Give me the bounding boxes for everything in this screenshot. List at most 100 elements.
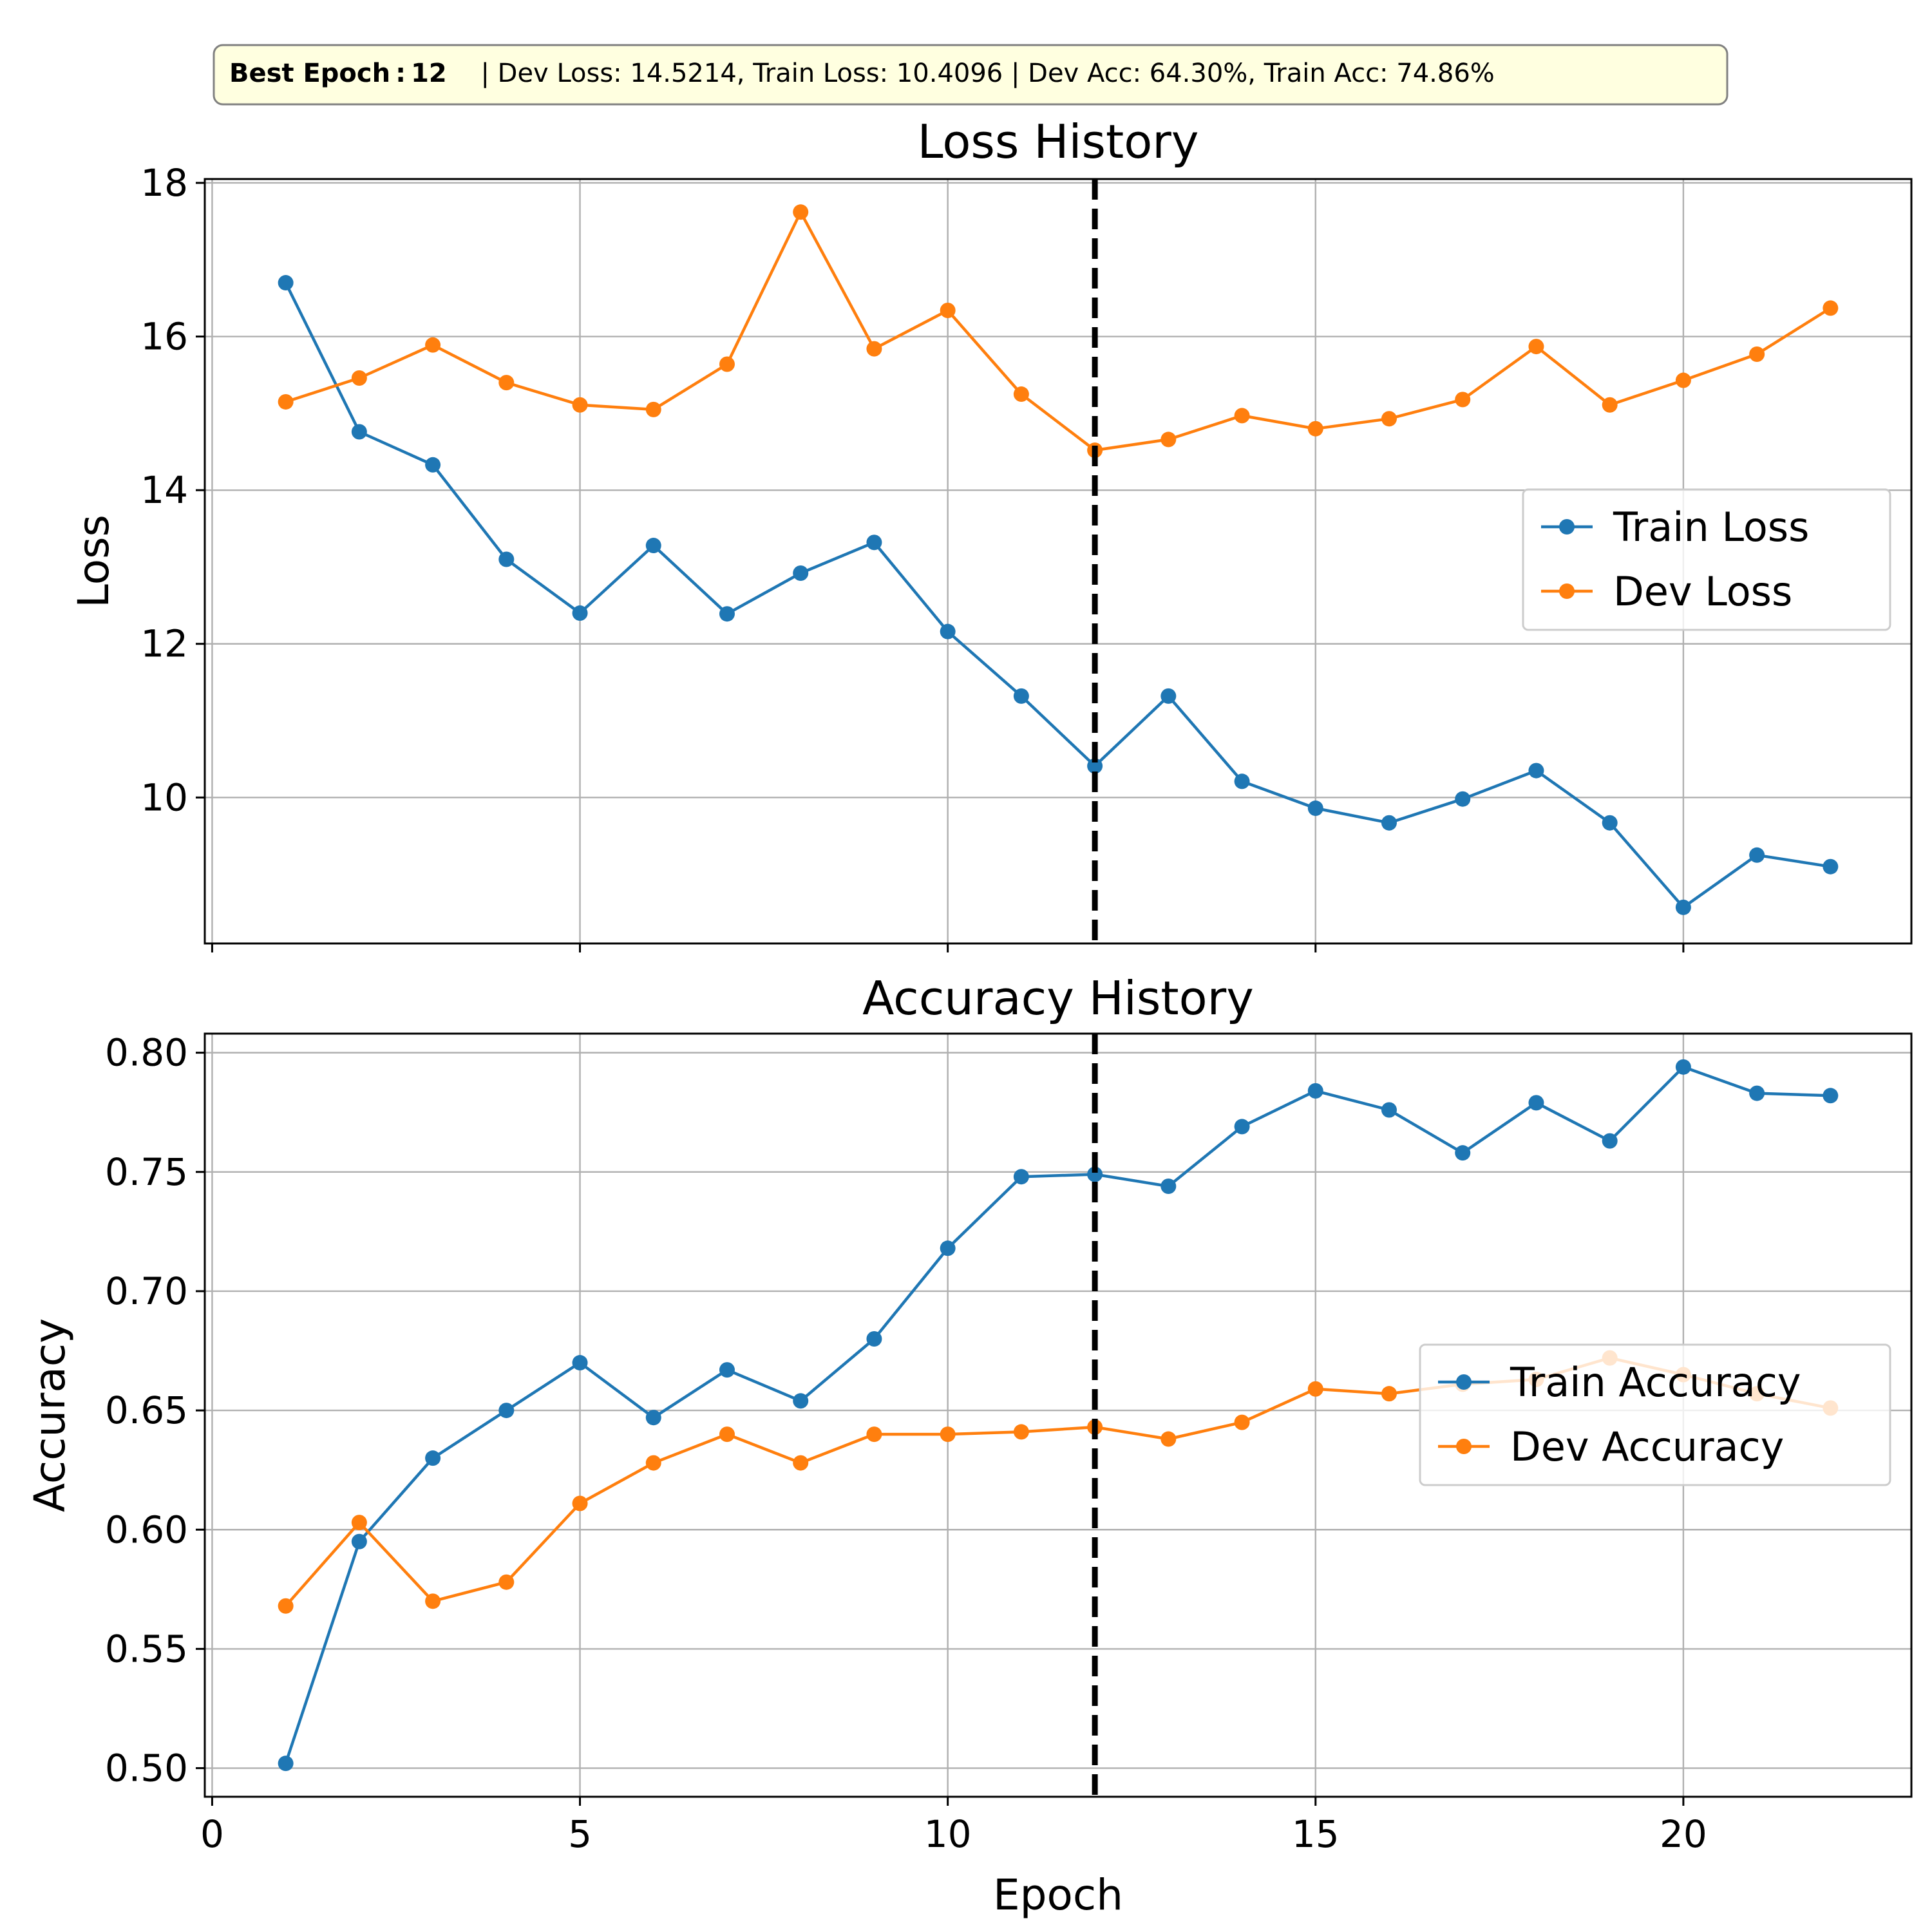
data-point [1234, 1414, 1250, 1430]
data-point [1087, 1166, 1103, 1182]
y-tick-label: 14 [140, 468, 188, 512]
data-point [1602, 1133, 1618, 1149]
y-tick-label: 12 [140, 622, 188, 666]
data-point [1602, 397, 1618, 413]
x-tick-label: 0 [200, 1812, 224, 1856]
x-tick-label: 5 [568, 1812, 592, 1856]
data-point [1381, 1102, 1397, 1118]
data-point [1528, 339, 1544, 355]
data-point [1823, 300, 1839, 316]
data-point [1307, 800, 1323, 817]
data-point [1602, 815, 1618, 831]
x-tick-label: 15 [1292, 1812, 1340, 1856]
data-point [645, 538, 661, 554]
axes-frame [204, 1032, 1913, 1798]
data-point [278, 1598, 294, 1614]
series-line [285, 211, 1832, 452]
loss-history-panel: Loss History 10 12 14 16 18 Loss Train Loss Dev … [69, 115, 1913, 952]
data-point [572, 605, 588, 621]
data-point [1160, 1431, 1177, 1447]
data-point [498, 1574, 515, 1590]
axes-frame [204, 178, 1913, 945]
legend-frame [1522, 488, 1891, 631]
data-point [1675, 899, 1691, 915]
accuracy-history-panel: Accuracy History 0 5 10 15 20 0.50 0.55 0.60 0.65… [25, 971, 1913, 1920]
legend-label: Train Loss [1613, 504, 1809, 551]
legend: Train Accuracy Dev Accuracy [1419, 1343, 1891, 1486]
data-point [278, 1756, 294, 1772]
data-point [278, 275, 294, 291]
data-point [1013, 1424, 1029, 1440]
data-point [1823, 858, 1839, 875]
y-tick-label: 0.55 [105, 1627, 188, 1671]
legend-frame [1419, 1343, 1891, 1486]
best-epoch-banner: Best Epoch : 12 | Dev Loss: 14.5214, Tra… [213, 44, 1728, 106]
legend-swatch-marker [1559, 519, 1575, 535]
data-point [940, 1240, 956, 1256]
data-point [1455, 392, 1471, 408]
data-point [425, 1450, 441, 1466]
chart-title: Loss History [918, 115, 1199, 169]
legend-item-train-accuracy: Train Accuracy [1438, 1359, 1801, 1406]
y-tick-label: 0.50 [105, 1747, 188, 1790]
data-point [1013, 386, 1029, 402]
series-train-accuracy [278, 1059, 1839, 1772]
data-point [719, 1362, 735, 1378]
data-point [425, 1593, 441, 1609]
data-point [1234, 408, 1250, 424]
data-point [1381, 815, 1397, 831]
data-point [1160, 431, 1177, 448]
data-point [719, 606, 735, 622]
data-point [1675, 1059, 1691, 1075]
data-point [351, 370, 367, 386]
data-point [719, 1426, 735, 1443]
y-tick-label: 0.80 [105, 1031, 188, 1075]
data-point [719, 356, 735, 372]
data-point [1528, 1095, 1544, 1111]
best-epoch-metrics: | Dev Loss: 14.5214, Train Loss: 10.4096… [480, 59, 1494, 88]
y-axis-label: Accuracy [25, 1318, 75, 1512]
y-tick-label: 0.65 [105, 1388, 188, 1432]
y-tick-label: 0.75 [105, 1150, 188, 1194]
data-point [1675, 372, 1691, 388]
series-train-loss [278, 275, 1839, 915]
y-tick-label: 18 [140, 161, 188, 205]
data-point [1823, 1088, 1839, 1104]
series-dev-loss [278, 204, 1839, 459]
data-point [866, 1426, 882, 1443]
data-point [793, 204, 809, 220]
data-point [1307, 1083, 1323, 1099]
data-point [1749, 847, 1765, 863]
legend-swatch-marker [1559, 583, 1575, 599]
data-point [1455, 1145, 1471, 1161]
legend-swatch-marker [1456, 1374, 1472, 1390]
series-line [284, 282, 1831, 909]
data-point [425, 457, 441, 473]
data-point [866, 535, 882, 551]
y-tick-label: 0.70 [105, 1269, 188, 1313]
data-point [1749, 1085, 1765, 1101]
data-point [351, 424, 367, 440]
data-point [1160, 1179, 1177, 1194]
data-point [572, 1355, 588, 1371]
y-axis-label: Loss [69, 515, 118, 608]
data-point [1455, 791, 1471, 807]
data-point [1013, 688, 1029, 704]
data-point [940, 623, 956, 639]
svg-text:Best Epoch : 12 | Dev L: Best Epoch : 12 | Dev Loss: 14.5214, Tra… [229, 59, 1495, 88]
data-point [940, 1426, 956, 1443]
data-point [793, 1393, 809, 1409]
y-tick-label: 0.60 [105, 1508, 188, 1551]
data-point [1381, 1386, 1397, 1402]
data-point [1749, 346, 1765, 362]
legend-item-train-loss: Train Loss [1541, 504, 1809, 551]
data-point [793, 1455, 809, 1471]
data-point [866, 341, 882, 357]
legend-swatch-marker [1456, 1439, 1472, 1454]
data-point [278, 393, 294, 410]
legend-item-dev-accuracy: Dev Accuracy [1438, 1423, 1784, 1470]
data-point [425, 337, 441, 353]
data-point [1307, 421, 1323, 437]
best-epoch-label: Best Epoch : 12 [229, 59, 447, 88]
legend-label: Train Accuracy [1510, 1359, 1801, 1406]
